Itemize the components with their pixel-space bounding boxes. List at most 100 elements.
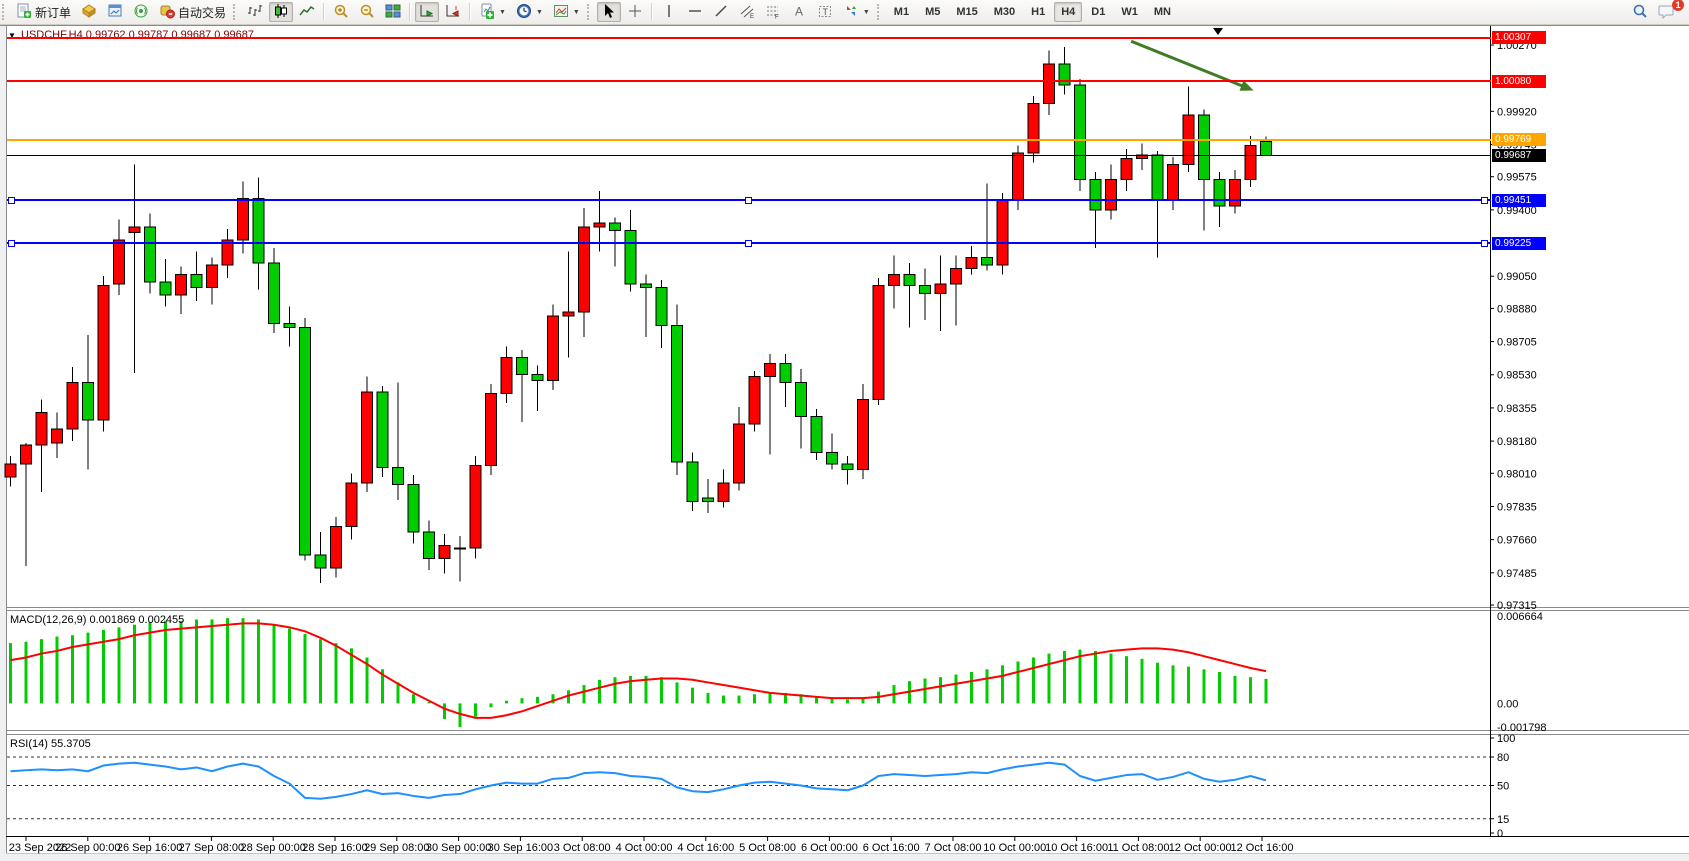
svg-text:T: T [822,7,828,17]
text-button[interactable]: A [787,2,811,22]
search-icon [1632,3,1648,22]
line-chart-button[interactable] [295,2,319,22]
candle [1198,114,1210,181]
svg-text:E: E [750,14,754,19]
tf-m1-button[interactable]: M1 [893,6,910,18]
chart-shift-button[interactable] [441,2,465,22]
candle [454,547,466,550]
toolbar-separator [469,3,472,21]
svg-text:4 Oct 00:00: 4 Oct 00:00 [616,842,673,854]
candle [423,531,435,560]
fibonacci-button[interactable]: F [761,2,785,22]
candle [66,381,79,430]
tf-m30-button[interactable]: M30 [993,6,1016,18]
cursor-button[interactable] [596,2,621,22]
candle [283,323,296,328]
candle [547,315,559,381]
candle [531,374,544,381]
indicators-button[interactable]: ▼ [475,2,510,22]
zoom-out-button[interactable] [355,2,379,22]
tf-h1-button[interactable]: H1 [1031,6,1046,18]
search-button[interactable] [1628,2,1652,22]
arrows-icon [843,3,859,22]
candle [981,256,993,266]
candle [764,362,776,378]
toolbar: 新订单 自动交易 [0,0,1689,25]
svg-text:30 Sep 16:00: 30 Sep 16:00 [488,842,553,854]
svg-text:0.97485: 0.97485 [1497,568,1537,580]
candle [299,326,311,556]
svg-text:6 Oct 00:00: 6 Oct 00:00 [801,842,858,854]
candlestick-chart-button[interactable] [269,2,294,22]
svg-text:15: 15 [1497,814,1509,826]
svg-text:0.00: 0.00 [1497,698,1518,710]
svg-text:0.98705: 0.98705 [1497,337,1537,349]
candle [903,273,916,287]
zoom-in-icon [333,3,349,22]
market-watch-button[interactable] [77,2,101,22]
cursor-icon [601,3,617,22]
svg-text:0.98355: 0.98355 [1497,403,1537,415]
svg-text:6 Oct 16:00: 6 Oct 16:00 [863,842,920,854]
svg-text:1.00270: 1.00270 [1497,40,1537,52]
bar-chart-button[interactable] [243,2,267,22]
svg-text:-0.001798: -0.001798 [1497,722,1547,734]
candle [965,256,978,270]
candle [934,283,947,294]
svg-text:0.97315: 0.97315 [1497,600,1537,612]
candle [733,423,745,484]
tf-h4-button[interactable]: H4 [1054,2,1083,22]
equidistant-channel-button[interactable]: E [735,2,759,22]
new-order-button[interactable]: 新订单 [12,2,75,22]
candle [4,463,17,478]
data-window-button[interactable] [103,2,127,22]
tf-m5-button[interactable]: M5 [925,6,941,18]
horizontal-line-button[interactable] [683,2,707,22]
text-label-button[interactable]: T [813,2,837,22]
svg-text:28 Sep 00:00: 28 Sep 00:00 [240,842,305,854]
crosshair-button[interactable] [623,2,647,22]
candle [1074,84,1086,181]
chart-canvas[interactable]: 1.00270 0.99920 0.99745 0.99575 0.99400 0.990… [0,25,1689,861]
chat-button[interactable]: 1 [1654,0,1684,22]
candle [1260,140,1272,156]
candle [593,222,606,228]
vertical-line-button[interactable] [657,2,681,22]
candle [950,268,962,285]
gold-cube-icon [81,3,97,22]
candle [345,482,358,527]
dropdown-caret-icon: ▼ [862,8,870,16]
autotrading-button[interactable]: 自动交易 [155,2,230,22]
auto-scroll-button[interactable] [415,2,440,22]
chat-unread-badge: 1 [1672,0,1684,11]
svg-text:0.98880: 0.98880 [1497,303,1537,315]
svg-text:0.98530: 0.98530 [1497,370,1537,382]
tile-windows-button[interactable] [381,2,405,22]
autotrading-icon [159,3,176,22]
periods-button[interactable]: ▼ [512,2,547,22]
fibonacci-icon: F [765,3,781,22]
candle [748,376,761,425]
signals-button[interactable] [129,2,153,22]
candle [826,451,838,465]
trendline-button[interactable] [709,2,733,22]
tf-mn-button[interactable]: MN [1153,6,1171,18]
toolbar-separator [409,3,412,21]
templates-button[interactable]: ▼ [549,2,584,22]
tf-m15-button[interactable]: M15 [956,6,978,18]
candle [1105,179,1117,211]
tf-d1-button[interactable]: D1 [1091,6,1106,18]
toolbar-grip [2,4,8,20]
candle [1167,163,1179,201]
svg-text:5 Oct 08:00: 5 Oct 08:00 [739,842,796,854]
arrows-button[interactable]: ▼ [839,2,874,22]
svg-text:26 Sep 16:00: 26 Sep 16:00 [117,842,182,854]
svg-text:10 Oct 16:00: 10 Oct 16:00 [1045,842,1108,854]
svg-text:23 Sep 2022: 23 Sep 2022 [9,842,71,854]
toolbar-separator [323,3,326,21]
new-order-label: 新订单 [35,5,72,20]
tf-w1-button[interactable]: W1 [1121,6,1138,18]
zoom-in-button[interactable] [329,2,353,22]
chart-window: 1.00270 0.99920 0.99745 0.99575 0.99400 0.990… [0,25,1689,861]
svg-text:50: 50 [1497,781,1509,793]
